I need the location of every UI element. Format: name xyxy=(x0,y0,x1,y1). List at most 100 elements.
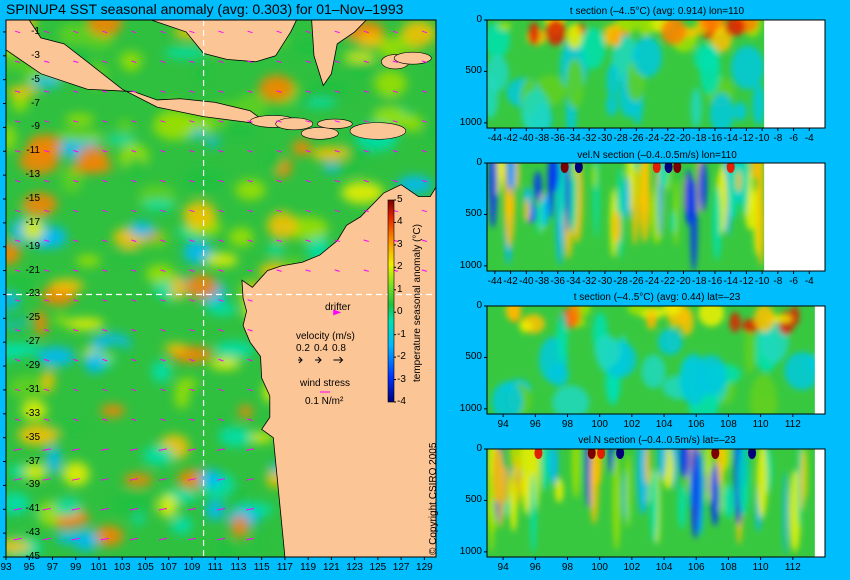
section-x-tick-label: -44 xyxy=(487,276,503,287)
island-landmass xyxy=(349,122,407,140)
section-x-tick-label: -16 xyxy=(707,276,723,287)
map-x-tick-label: 119 xyxy=(300,562,317,573)
map-frame xyxy=(5,19,437,558)
section-x-tick-label: 96 xyxy=(529,419,541,430)
section-y-tick-label: 0 xyxy=(476,300,482,311)
velocity-scale-1: 0.4 xyxy=(314,343,328,354)
section-x-tick-label: -12 xyxy=(739,276,754,287)
map-y-tick-label: -5 xyxy=(31,73,40,85)
section-frame xyxy=(486,305,826,415)
section-field xyxy=(487,20,766,128)
section-x-tick-label: -44 xyxy=(487,133,503,144)
section-y-tick-label: 1000 xyxy=(459,116,482,128)
drifter-marker xyxy=(333,309,342,316)
section-x-tick-label: -22 xyxy=(660,133,675,144)
t-section-lat-title: t section (–4..5°C) (avg: 0.44) lat=–23 xyxy=(573,292,741,303)
section-frame xyxy=(486,19,826,129)
section-x-tick-label: -26 xyxy=(629,133,644,144)
section-x-tick-label: -12 xyxy=(739,133,754,144)
colorbar-tick-label: -3 xyxy=(397,373,406,385)
map-y-tick-label: -39 xyxy=(25,479,40,491)
section-field xyxy=(487,449,809,556)
drifter-label: drifter xyxy=(325,302,351,313)
section-y-tick-label: 500 xyxy=(465,65,482,77)
map-y-tick-label: -3 xyxy=(31,49,40,61)
map-x-tick-label: 111 xyxy=(207,562,223,573)
section-x-tick-label: 100 xyxy=(591,562,608,573)
map-y-tick-label: -45 xyxy=(25,551,40,562)
section-x-tick-label: 108 xyxy=(720,419,737,430)
copyright-notice: © Copyright CSIRO 2005 xyxy=(428,442,439,555)
australia-landmass xyxy=(241,184,436,557)
map-y-tick-label: -35 xyxy=(25,431,40,443)
island-landmass xyxy=(317,118,353,129)
velocity-label: velocity (m/s) xyxy=(296,331,355,342)
section-x-tick-label: -18 xyxy=(691,133,707,144)
map-y-tick-label: -15 xyxy=(25,193,40,204)
section-field xyxy=(491,306,820,414)
map-y-tick-label: -11 xyxy=(26,145,40,157)
colorbar-tick-label: 1 xyxy=(397,283,403,295)
v-section-lon-title: vel.N section (–0.4..0.5m/s) lon=110 xyxy=(577,150,737,161)
t-section-lon-title: t section (–4..5°C) (avg: 0.914) lon=110 xyxy=(569,6,745,17)
section-x-tick-label: -42 xyxy=(503,133,518,144)
map-x-tick-label: 115 xyxy=(253,562,270,573)
section-x-tick-label: 110 xyxy=(752,562,769,573)
section-y-tick-label: 0 xyxy=(476,157,482,168)
section-x-tick-label: -22 xyxy=(660,276,675,287)
section-x-tick-label: -38 xyxy=(534,133,550,144)
section-y-tick-label: 500 xyxy=(465,208,482,220)
colorbar-label: temperature seasonal anomaly (°C) xyxy=(412,224,423,382)
map-x-tick-label: 117 xyxy=(276,562,293,573)
section-x-tick-label: -38 xyxy=(534,276,550,287)
section-y-tick-label: 0 xyxy=(476,14,482,25)
section-x-tick-label: 104 xyxy=(655,562,673,573)
section-y-tick-label: 500 xyxy=(465,494,482,506)
section-frame xyxy=(486,162,826,272)
map-x-tick-label: 113 xyxy=(230,562,247,573)
colorbar-tick-label: 5 xyxy=(397,194,403,205)
velocity-scale-0: 0.2 xyxy=(296,343,310,354)
colorbar xyxy=(387,199,395,403)
section-x-tick-label: 100 xyxy=(591,419,608,430)
map-x-tick-label: 103 xyxy=(113,562,131,573)
map-y-tick-label: -23 xyxy=(25,288,40,300)
colorbar-tick-label: -4 xyxy=(397,396,406,407)
wind-stress-value: 0.1 N/m² xyxy=(305,396,344,407)
section-y-tick-label: 1000 xyxy=(459,545,482,557)
section-x-tick-label: -26 xyxy=(629,276,644,287)
section-x-tick-label: 112 xyxy=(784,419,801,430)
map-x-tick-label: 109 xyxy=(183,562,201,573)
velocity-scale-arrowhead xyxy=(317,356,322,364)
map-y-tick-label: -25 xyxy=(25,312,40,324)
map-y-tick-label: -7 xyxy=(31,97,40,109)
section-x-tick-label: -4 xyxy=(804,133,814,144)
map-x-tick-label: 99 xyxy=(70,562,82,573)
section-x-tick-label: -6 xyxy=(789,133,798,144)
section-land-mask xyxy=(764,163,825,271)
section-land-mask xyxy=(814,449,825,557)
map-x-tick-label: 93 xyxy=(0,562,12,573)
section-x-tick-label: -30 xyxy=(597,276,613,287)
colorbar-tick-label: -2 xyxy=(397,351,406,363)
section-x-tick-label: -24 xyxy=(644,133,660,144)
section-x-tick-label: -40 xyxy=(519,276,534,287)
map-y-tick-label: -21 xyxy=(25,264,40,276)
section-x-tick-label: -18 xyxy=(691,276,707,287)
section-x-tick-label: -34 xyxy=(566,133,581,144)
v-section-lat-title: vel.N section (–0.4..0.5m/s) lat=–23 xyxy=(578,435,736,446)
colorbar-tick-label: 3 xyxy=(397,238,403,250)
section-x-tick-label: 112 xyxy=(784,562,801,573)
velocity-scale-arrowhead xyxy=(298,356,303,364)
section-y-tick-label: 500 xyxy=(465,351,482,363)
section-x-tick-label: 98 xyxy=(561,562,574,573)
section-x-tick-label: -10 xyxy=(754,133,770,144)
section-x-tick-label: -10 xyxy=(754,276,770,287)
section-x-tick-label: -32 xyxy=(581,133,597,144)
map-y-tick-label: -33 xyxy=(25,407,40,419)
map-y-tick-label: -9 xyxy=(31,121,40,133)
section-x-tick-label: -4 xyxy=(804,276,814,287)
section-x-tick-label: -14 xyxy=(723,276,738,287)
wind-stress-arrows xyxy=(13,30,428,541)
